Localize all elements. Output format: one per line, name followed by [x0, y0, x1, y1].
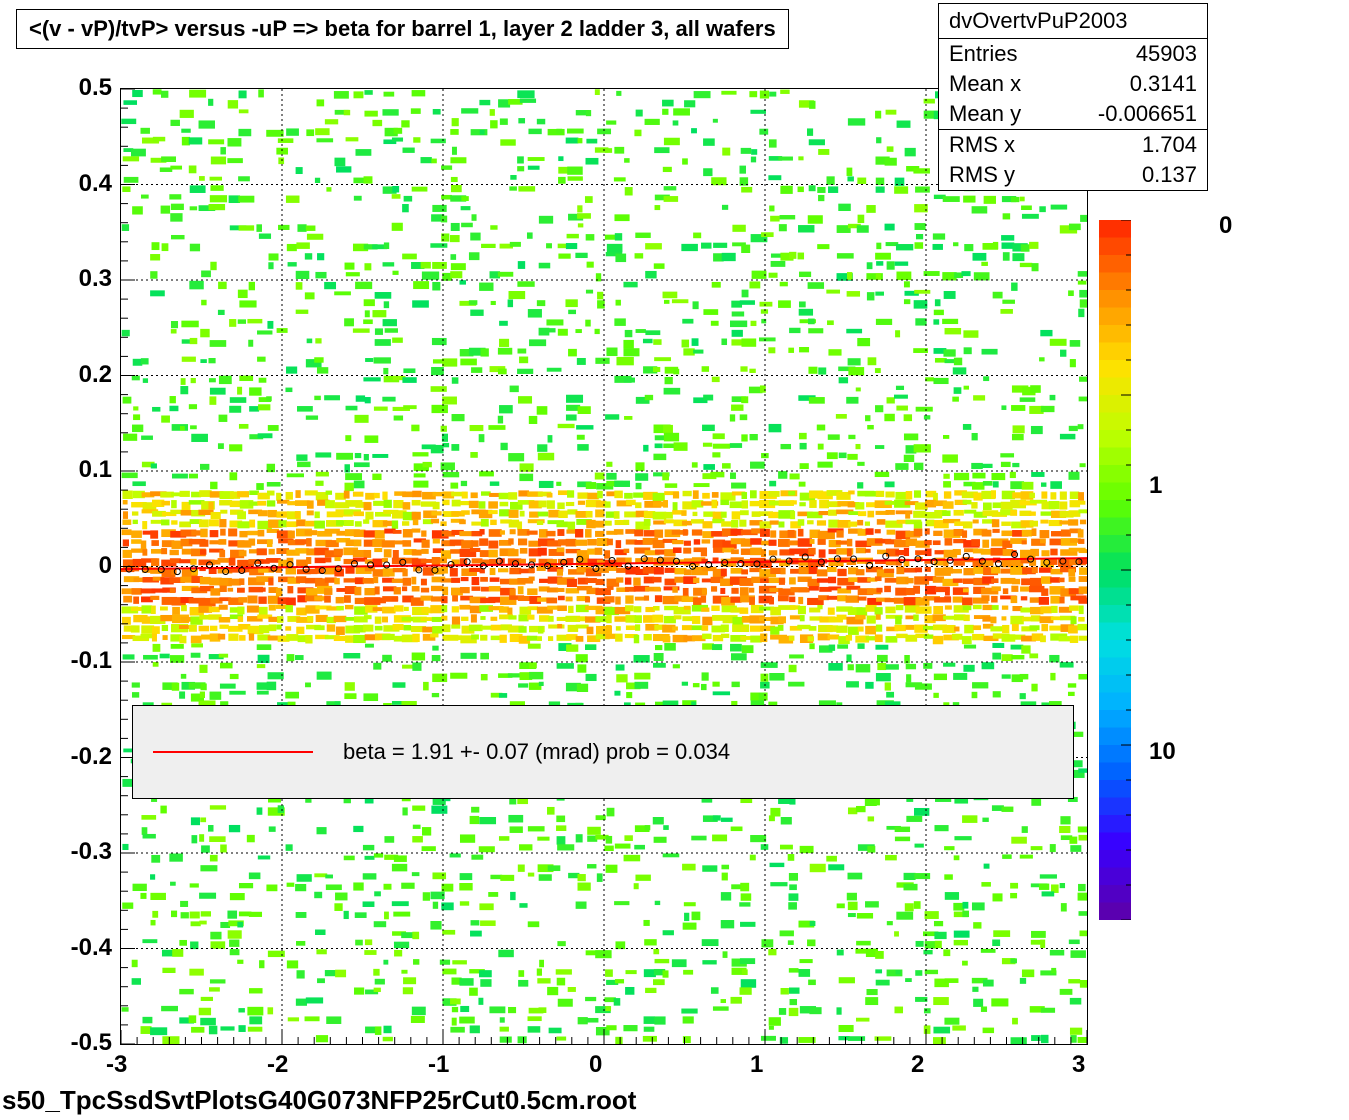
stats-entries-value: 45903	[1136, 41, 1197, 67]
stats-meanx-value: 0.3141	[1130, 71, 1197, 97]
y-tick-label: 0.1	[79, 456, 112, 484]
x-tick-label: -1	[428, 1051, 449, 1079]
stats-box: dvOvertvPuP2003 Entries 45903 Mean x 0.3…	[938, 3, 1208, 191]
colorbar-tick-label: 10	[1149, 738, 1176, 766]
fit-legend: beta = 1.91 +- 0.07 (mrad) prob = 0.034	[132, 705, 1074, 799]
colorbar-gradient	[1099, 220, 1131, 920]
x-tick-label: 0	[589, 1051, 602, 1079]
x-tick-label: 3	[1072, 1051, 1085, 1079]
y-tick-label: -0.5	[71, 1029, 112, 1057]
y-tick-label: 0.2	[79, 361, 112, 389]
stats-name: dvOvertvPuP2003	[939, 4, 1207, 39]
y-tick-label: -0.3	[71, 838, 112, 866]
stats-meany-value: -0.006651	[1098, 101, 1197, 127]
y-tick-label: -0.4	[71, 934, 112, 962]
y-tick-label: 0	[99, 552, 112, 580]
colorbar	[1099, 220, 1131, 920]
colorbar-tick-label: 1	[1149, 472, 1162, 500]
y-tick-label: 0.5	[79, 74, 112, 102]
y-tick-label: -0.2	[71, 743, 112, 771]
stats-rmsy: RMS y 0.137	[939, 160, 1207, 190]
x-tick-label: 2	[911, 1051, 924, 1079]
plot-title: <(v - vP)/tvP> versus -uP => beta for ba…	[16, 9, 789, 49]
stats-rmsx-value: 1.704	[1142, 132, 1197, 158]
heatmap	[121, 89, 1087, 1044]
y-tick-label: -0.1	[71, 647, 112, 675]
plot-canvas: <(v - vP)/tvP> versus -uP => beta for ba…	[0, 0, 1349, 1120]
plot-area	[120, 88, 1088, 1045]
y-tick-label: 0.4	[79, 170, 112, 198]
footer-filename: s50_TpcSsdSvtPlotsG40G073NFP25rCut0.5cm.…	[2, 1085, 636, 1116]
stats-rmsy-value: 0.137	[1142, 162, 1197, 188]
stats-rmsy-label: RMS y	[949, 162, 1015, 188]
stats-entries-label: Entries	[949, 41, 1017, 67]
stats-rmsx: RMS x 1.704	[939, 130, 1207, 160]
fit-text: beta = 1.91 +- 0.07 (mrad) prob = 0.034	[343, 739, 730, 765]
x-tick-label: -2	[267, 1051, 288, 1079]
stats-meany-label: Mean y	[949, 101, 1021, 127]
colorbar-top-label: 0	[1219, 212, 1232, 240]
stats-meany: Mean y -0.006651	[939, 99, 1207, 130]
y-tick-label: 0.3	[79, 265, 112, 293]
footer-text: s50_TpcSsdSvtPlotsG40G073NFP25rCut0.5cm.…	[2, 1085, 636, 1115]
stats-entries: Entries 45903	[939, 39, 1207, 69]
stats-meanx-label: Mean x	[949, 71, 1021, 97]
stats-rmsx-label: RMS x	[949, 132, 1015, 158]
fit-line-icon	[153, 751, 313, 753]
x-tick-label: 1	[750, 1051, 763, 1079]
stats-meanx: Mean x 0.3141	[939, 69, 1207, 99]
plot-title-text: <(v - vP)/tvP> versus -uP => beta for ba…	[29, 16, 776, 41]
